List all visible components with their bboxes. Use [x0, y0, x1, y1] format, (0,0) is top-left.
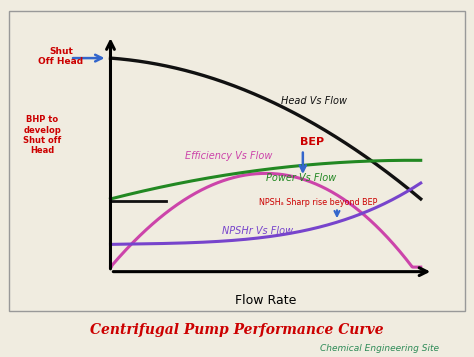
Text: NPSHr Vs Flow: NPSHr Vs Flow [222, 226, 293, 236]
Text: Head Vs Flow: Head Vs Flow [281, 96, 347, 106]
Text: NPSHₐ Sharp rise beyond BEP: NPSHₐ Sharp rise beyond BEP [259, 198, 378, 207]
Text: Flow Rate: Flow Rate [235, 295, 296, 307]
Text: Power Vs Flow: Power Vs Flow [265, 173, 336, 183]
Text: BEP: BEP [300, 137, 324, 147]
Text: Chemical Engineering Site: Chemical Engineering Site [319, 343, 439, 353]
Text: Efficiency Vs Flow: Efficiency Vs Flow [185, 151, 273, 161]
Text: Shut
Off Head: Shut Off Head [38, 47, 83, 66]
Text: Centrifugal Pump Performance Curve: Centrifugal Pump Performance Curve [90, 323, 384, 337]
Text: BHP to
develop
Shut off
Head: BHP to develop Shut off Head [23, 115, 61, 155]
